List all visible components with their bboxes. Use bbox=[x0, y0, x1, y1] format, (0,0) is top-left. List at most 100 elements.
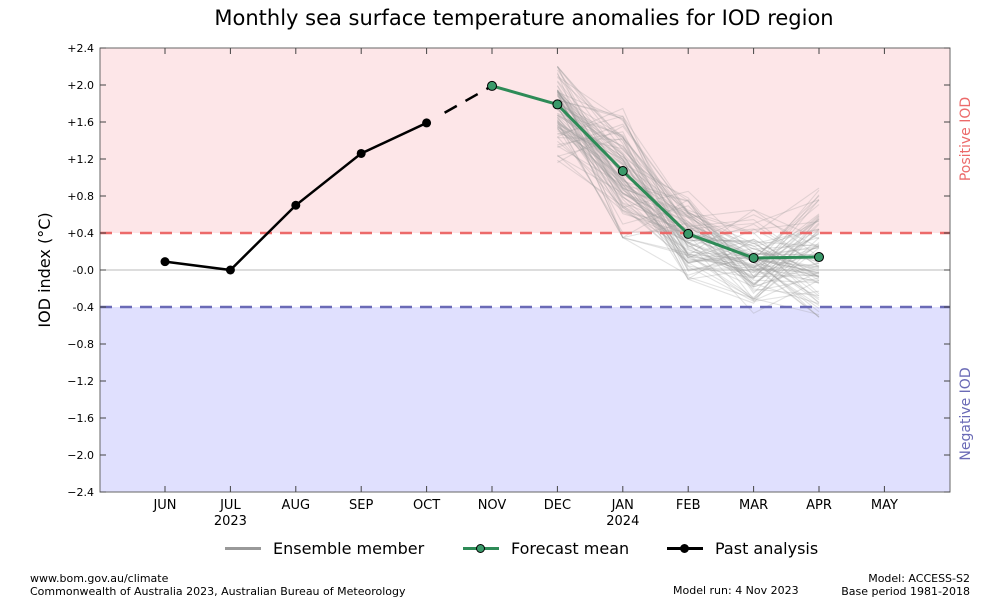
chart-title: Monthly sea surface temperature anomalie… bbox=[214, 6, 833, 30]
ensemble-member-line bbox=[556, 81, 820, 280]
ensemble-member-line bbox=[556, 108, 820, 301]
ensemble-member-line bbox=[556, 92, 820, 278]
past-analysis-point bbox=[291, 200, 301, 210]
ensemble-member-line bbox=[557, 124, 820, 279]
x-tick-label: APR bbox=[806, 498, 832, 513]
y-tick-label: +2.4 bbox=[67, 42, 94, 55]
past-analysis-point bbox=[160, 257, 170, 267]
ensemble-member-line bbox=[557, 75, 820, 230]
ensemble-member-line bbox=[557, 128, 820, 307]
axes: +2.4 +2.0 +1.6 +1.2 +0.8 +0.4 -0.0 -0.4 −0.8 −1.2… bbox=[67, 42, 951, 529]
ensemble-member-line bbox=[556, 66, 820, 270]
positive-iod-label: Positive IOD bbox=[958, 97, 974, 181]
ensemble-members bbox=[556, 66, 820, 318]
ensemble-member-line bbox=[557, 159, 820, 247]
forecast-mean-point bbox=[552, 99, 563, 110]
y-axis-label: IOD index (°C) bbox=[35, 212, 54, 327]
ensemble-member-line bbox=[557, 101, 820, 299]
positive-region bbox=[100, 48, 950, 233]
y-tick-label: +1.2 bbox=[67, 153, 94, 166]
ensemble-member-line bbox=[557, 99, 820, 250]
legend-past-line bbox=[667, 543, 703, 553]
legend-ensemble-line bbox=[225, 546, 261, 550]
y-tick-label: +1.6 bbox=[67, 116, 94, 129]
ensemble-member-line bbox=[556, 99, 820, 288]
year-label: 2024 bbox=[606, 514, 639, 529]
ensemble-member-line bbox=[557, 103, 820, 272]
past-analysis-point bbox=[356, 148, 366, 158]
ensemble-member-line bbox=[557, 126, 820, 300]
x-tick-label: DEC bbox=[544, 498, 571, 513]
x-tick-label: JUN bbox=[152, 498, 176, 513]
ensemble-member-line bbox=[557, 76, 820, 248]
ensemble-member-line bbox=[557, 114, 820, 304]
ensemble-member-line bbox=[556, 66, 820, 256]
ensemble-member-line bbox=[556, 116, 820, 248]
ensemble-member-line bbox=[556, 95, 820, 297]
ensemble-member-line bbox=[556, 105, 820, 282]
ensemble-member-line bbox=[556, 72, 820, 285]
forecast-mean-point bbox=[683, 228, 694, 239]
legend-past-marker bbox=[680, 543, 689, 553]
ensemble-member-line bbox=[556, 90, 820, 276]
forecast-mean-point bbox=[748, 252, 759, 263]
forecast-mean-point bbox=[617, 166, 628, 177]
legend-item-past: Past analysis bbox=[667, 536, 818, 560]
ensemble-member-line bbox=[556, 103, 820, 274]
ensemble-member-line bbox=[556, 116, 820, 240]
plot-background bbox=[100, 48, 950, 492]
ensemble-member-line bbox=[556, 85, 820, 281]
ensemble-member-line bbox=[556, 136, 820, 314]
y-tick-label: -0.4 bbox=[73, 301, 94, 314]
y-axis-label-main: IOD index ( bbox=[35, 238, 54, 328]
ensemble-member-line bbox=[556, 125, 820, 278]
ensemble-member-line bbox=[556, 99, 820, 318]
ensemble-member-line bbox=[556, 89, 820, 274]
negative-iod-label: Negative IOD bbox=[958, 367, 974, 460]
x-tick-label: MAR bbox=[739, 498, 768, 513]
negative-region bbox=[100, 307, 950, 492]
ensemble-member-line bbox=[557, 93, 820, 277]
ensemble-member-line bbox=[556, 69, 820, 256]
footer-left: www.bom.gov.au/climate Commonwealth of A… bbox=[30, 572, 405, 598]
connector-line bbox=[443, 84, 493, 114]
ensemble-member-line bbox=[556, 91, 820, 295]
x-tick-label: JAN bbox=[611, 498, 634, 513]
footer-model-run: Model run: 4 Nov 2023 bbox=[673, 584, 799, 597]
legend-past-label: Past analysis bbox=[715, 538, 819, 558]
ensemble-member-line bbox=[557, 132, 820, 259]
ensemble-member-line bbox=[557, 115, 820, 288]
ensemble-member-line bbox=[557, 99, 820, 284]
legend-forecast-marker bbox=[476, 543, 485, 553]
past-analysis-point bbox=[422, 118, 432, 128]
forecast-mean-point bbox=[487, 80, 497, 91]
ensemble-member-line bbox=[556, 120, 820, 309]
legend-forecast-line bbox=[463, 543, 499, 553]
ensemble-member-line bbox=[557, 130, 820, 277]
ensemble-member-line bbox=[556, 101, 820, 264]
ensemble-member-line bbox=[557, 109, 820, 286]
ensemble-member-line bbox=[556, 92, 820, 278]
y-tick-label: −2.0 bbox=[67, 449, 94, 462]
ensemble-member-line bbox=[557, 99, 820, 301]
legend: Ensemble member Forecast mean Past analy… bbox=[0, 536, 1000, 560]
y-tick-label: −2.4 bbox=[67, 486, 94, 499]
ensemble-member-line bbox=[557, 137, 820, 316]
legend-forecast-label: Forecast mean bbox=[511, 538, 630, 558]
ensemble-member-line bbox=[557, 137, 820, 299]
legend-item-forecast: Forecast mean bbox=[463, 536, 629, 560]
footer-website: www.bom.gov.au/climate bbox=[30, 572, 169, 585]
past-analysis-point bbox=[225, 265, 235, 275]
y-tick-label: −1.6 bbox=[67, 412, 94, 425]
ensemble-member-line bbox=[557, 112, 820, 269]
y-axis-label-unit: °C) bbox=[35, 212, 54, 237]
ensemble-member-line bbox=[557, 90, 820, 301]
year-label: 2023 bbox=[214, 514, 247, 529]
series-lines bbox=[100, 80, 950, 309]
x-tick-label: MAY bbox=[871, 498, 898, 513]
ensemble-member-line bbox=[557, 101, 820, 270]
x-tick-label: NOV bbox=[478, 498, 507, 513]
ensemble-member-line bbox=[556, 107, 820, 275]
y-tick-label: −1.2 bbox=[67, 375, 94, 388]
ensemble-member-line bbox=[557, 131, 820, 318]
